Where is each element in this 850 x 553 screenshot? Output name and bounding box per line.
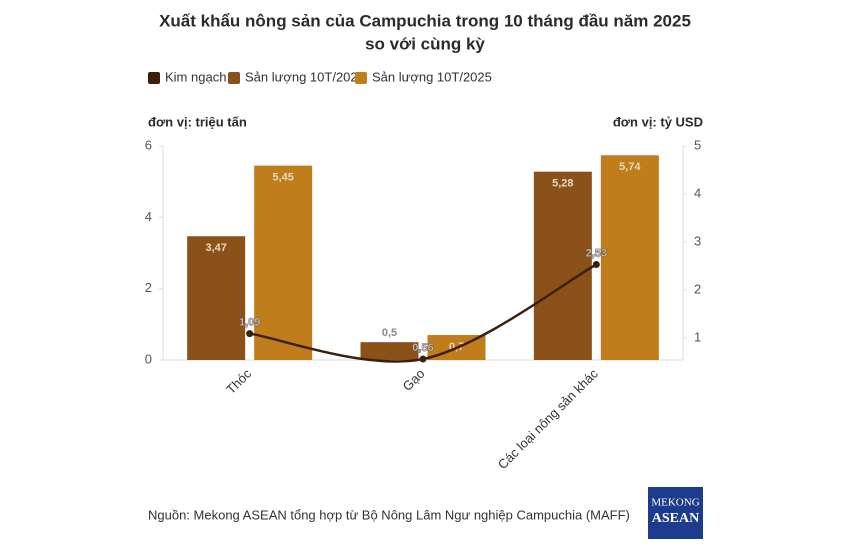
bar [254,165,313,360]
source: Nguồn: Mekong ASEAN tổng hợp từ Bộ Nông … [148,507,630,522]
x-tick-label: Gạo [400,366,428,394]
legend-label: Kim ngạch [165,69,226,84]
chart-title: Xuất khẩu nông sản của Campuchia trong 1… [159,11,691,30]
y-tick-label: 0 [145,351,152,366]
value-label: 0,5 [382,327,397,339]
value-label: 5,45 [272,172,293,184]
value-label: 1,09 [239,317,260,329]
line-point [246,330,254,338]
y2-tick-label: 3 [694,233,701,248]
y2-tick-label: 5 [694,137,701,152]
logo [648,487,703,539]
value-label: 2,53 [586,247,607,259]
y-tick-label: 6 [145,137,152,152]
y-tick-label: 2 [145,280,152,295]
value-label: 5,74 [619,161,641,173]
value-label: 0,56 [412,342,433,354]
legend-label: Sản lượng 10T/2024 [245,69,365,84]
legend-swatch [228,72,240,84]
x-tick-label: Các loại nông sản khác [495,366,602,473]
value-label: 3,47 [205,242,226,254]
legend-label: Sản lượng 10T/2025 [372,69,492,84]
bar [600,155,659,360]
y2-tick-label: 4 [694,185,701,200]
y-axis-title: đơn vị: triệu tấn [148,114,247,129]
bar [187,236,246,360]
bar [533,171,592,360]
logo-text: MEKONG [651,497,699,509]
chart-title: so với cùng kỳ [365,34,485,53]
legend-swatch [148,72,160,84]
line-point [419,355,427,363]
y-tick-label: 4 [145,209,152,224]
line-point [592,261,600,269]
y2-tick-label: 2 [694,281,701,296]
x-tick-label: Thóc [223,366,254,397]
legend-swatch [355,72,367,84]
y2-axis-title: đơn vị: tỷ USD [613,114,703,129]
logo-text: ASEAN [652,511,699,526]
y2-tick-label: 1 [694,329,701,344]
bar [360,342,419,360]
value-label: 5,28 [552,178,573,190]
